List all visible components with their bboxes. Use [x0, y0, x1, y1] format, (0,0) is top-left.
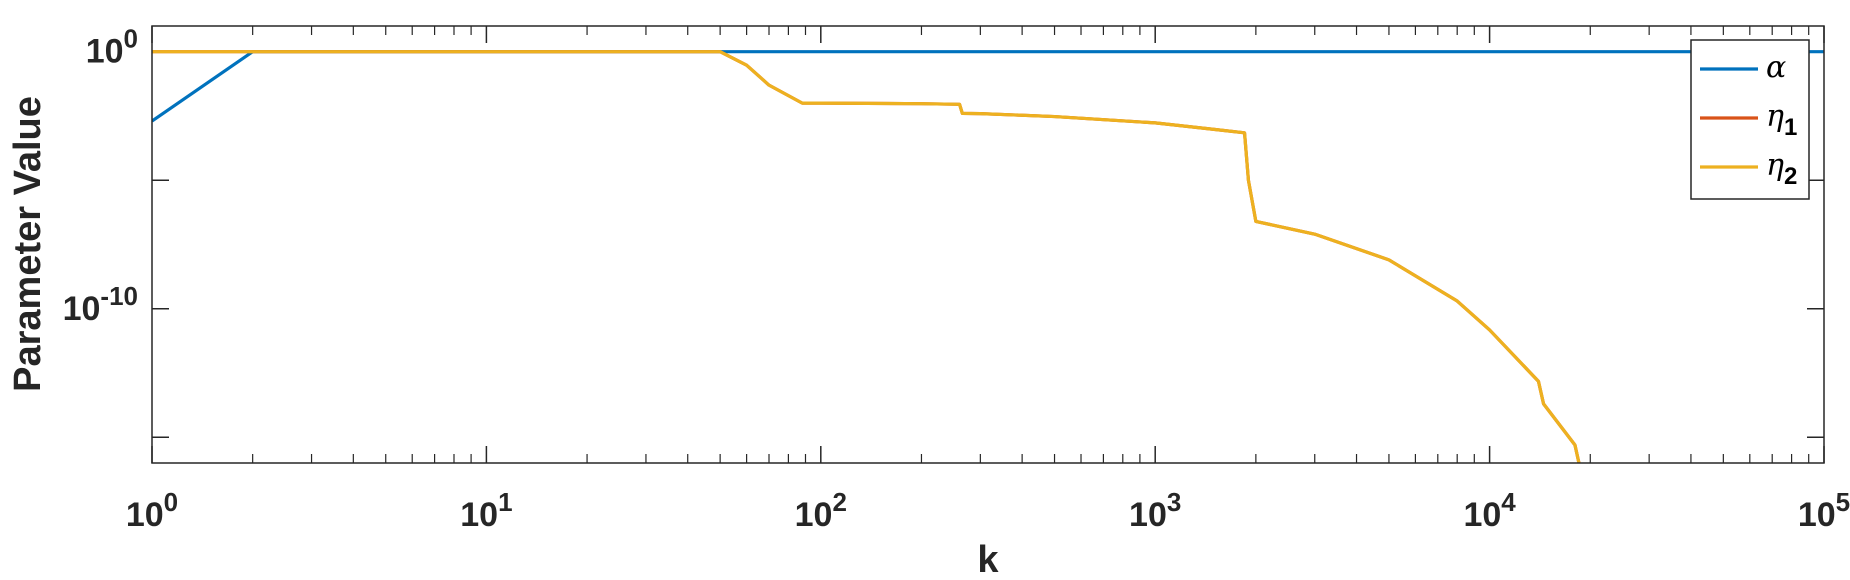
legend: α η1 η2 [1690, 39, 1810, 200]
x-tick-label: 101 [460, 487, 512, 534]
y-tick-label: 100 [86, 24, 138, 71]
legend-label-3: η2 [1766, 148, 1797, 190]
minor-ticks [252, 26, 1810, 463]
plot-frame [151, 25, 1825, 464]
x-axis-label: k [977, 539, 999, 580]
x-tick-label: 103 [1129, 487, 1181, 534]
x-tick-label: 102 [795, 487, 847, 534]
x-tick-label: 104 [1463, 487, 1516, 534]
series-group [152, 50, 1824, 463]
plot-area [152, 26, 1824, 463]
x-tick-label: 105 [1798, 487, 1850, 534]
x-tick-labels: 100 101 102 103 104 105 [126, 487, 1850, 534]
legend-label-2: η1 [1766, 99, 1797, 141]
y-tick-label: 10-10 [63, 281, 138, 328]
legend-label-1: α [1766, 50, 1786, 85]
x-tick-label: 100 [126, 487, 178, 534]
y-tick-labels: 10-10 100 [63, 24, 138, 328]
series-line-3 [152, 50, 1581, 463]
y-axis-label: Parameter Value [7, 96, 49, 392]
